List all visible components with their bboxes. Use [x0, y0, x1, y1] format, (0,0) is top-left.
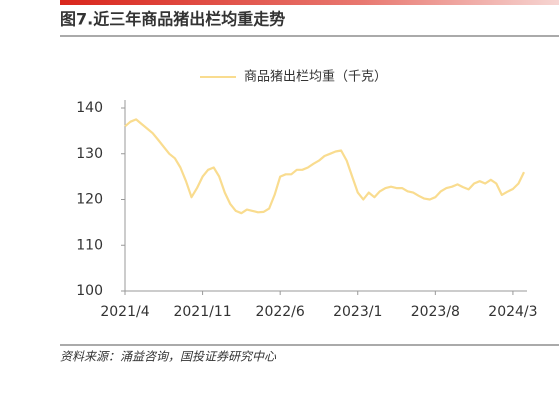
y-tick-label: 120 — [76, 192, 103, 208]
source: 资料来源：涌益咨询，国投证券研究中心 — [60, 350, 277, 364]
y-tick-label: 140 — [76, 100, 103, 116]
header-bar — [60, 0, 559, 5]
legend-label: 商品猪出栏均重（千克） — [244, 69, 387, 85]
y-tick-label: 130 — [76, 146, 103, 162]
y-tick-label: 110 — [76, 237, 103, 253]
y-tick-label: 100 — [76, 283, 103, 299]
x-tick-label: 2023/8 — [411, 304, 460, 320]
x-tick-label: 2021/4 — [100, 304, 149, 320]
series-line — [124, 118, 525, 215]
x-tick-label: 2022/6 — [256, 304, 305, 320]
x-tick-label: 2023/1 — [333, 304, 382, 320]
x-tick-label: 2024/3 — [488, 304, 537, 320]
chart-title: 图7.近三年商品猪出栏均重走势 — [60, 10, 285, 29]
x-tick-label: 2021/11 — [173, 304, 231, 320]
